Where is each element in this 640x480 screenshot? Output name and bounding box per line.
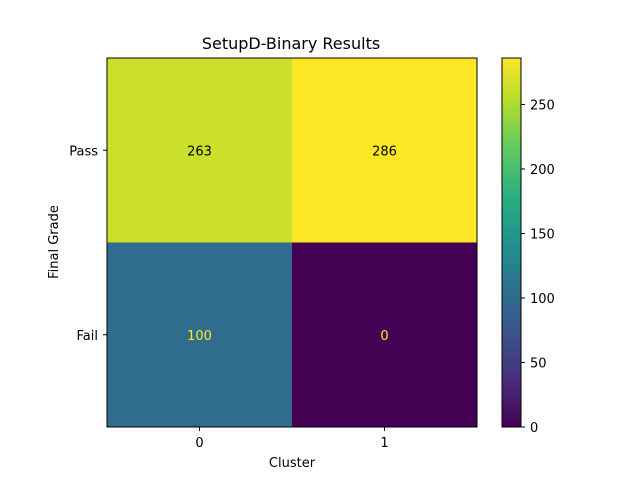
colorbar-tick-label: 100 xyxy=(530,292,555,307)
x-axis-label: Cluster xyxy=(269,456,316,471)
colorbar xyxy=(501,57,522,428)
heatmap-cell xyxy=(292,58,477,243)
cell-value-label: 263 xyxy=(187,144,212,159)
colorbar-tick-label: 50 xyxy=(530,356,547,371)
y-tick-label: Fail xyxy=(77,329,98,344)
cell-value-label: 100 xyxy=(187,329,212,344)
y-axis-ticks: Pass Fail xyxy=(69,144,107,344)
cell-value-label: 0 xyxy=(380,329,388,344)
y-tick-label: Pass xyxy=(69,144,98,159)
colorbar-tick-label: 200 xyxy=(530,163,555,178)
cell-value-label: 286 xyxy=(372,144,397,159)
colorbar-tick-label: 0 xyxy=(530,421,538,436)
y-axis-label: Final Grade xyxy=(47,205,62,279)
colorbar-ticks: 0 50 100 150 200 250 xyxy=(521,98,555,436)
heatmap-cell xyxy=(292,242,477,427)
colorbar-tick-label: 150 xyxy=(530,227,555,242)
chart-title: SetupD-Binary Results xyxy=(202,34,380,53)
heatmap-cells: 263 286 100 0 xyxy=(107,58,477,427)
heatmap-cell xyxy=(107,242,292,427)
colorbar-tick-label: 250 xyxy=(530,98,555,113)
heatmap-cell xyxy=(107,58,292,243)
x-tick-label: 1 xyxy=(380,436,388,451)
x-tick-label: 0 xyxy=(195,436,203,451)
plot-frame xyxy=(106,57,478,428)
